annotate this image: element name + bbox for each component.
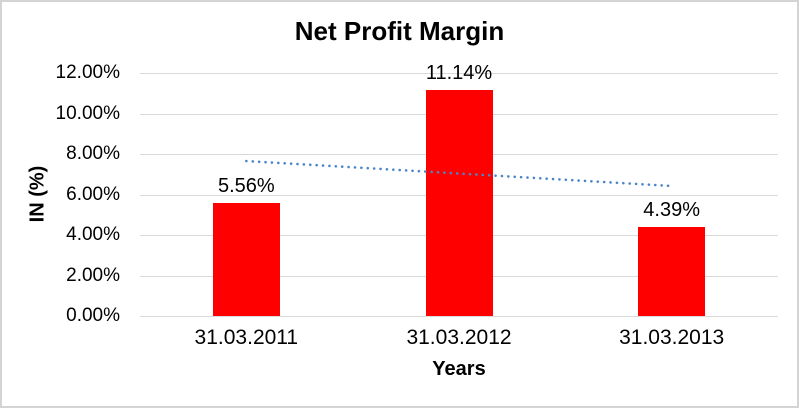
- data-label: 11.14%: [425, 62, 493, 85]
- bar-31.03.2013: [638, 227, 706, 316]
- x-tick-label: 31.03.2012: [406, 326, 512, 349]
- y-tick-label: 10.00%: [55, 102, 120, 124]
- gridline: [140, 73, 778, 74]
- y-tick-label: 8.00%: [66, 143, 120, 164]
- data-label: 4.39%: [643, 199, 701, 222]
- gridline: [140, 316, 778, 317]
- y-tick-label: 4.00%: [66, 224, 120, 245]
- y-axis-title: IN (%): [26, 165, 49, 223]
- x-tick-label: 31.03.2013: [619, 326, 725, 349]
- y-tick-label: 2.00%: [66, 264, 120, 286]
- bar-31.03.2011: [212, 203, 280, 316]
- y-tick-label: 0.00%: [66, 305, 120, 326]
- trendline: [245, 159, 673, 188]
- y-tick-label: 12.00%: [55, 62, 120, 83]
- plot-area: 5.56% 11.14% 4.39%: [140, 62, 778, 317]
- chart-title: Net Profit Margin: [294, 16, 505, 46]
- x-tick-label: 31.03.2011: [194, 326, 299, 349]
- trendline-path: [245, 159, 673, 188]
- y-tick-label: 6.00%: [66, 183, 120, 205]
- data-label: 5.56%: [217, 175, 275, 198]
- bar-31.03.2012: [425, 90, 493, 316]
- x-axis-title: Years: [432, 358, 486, 380]
